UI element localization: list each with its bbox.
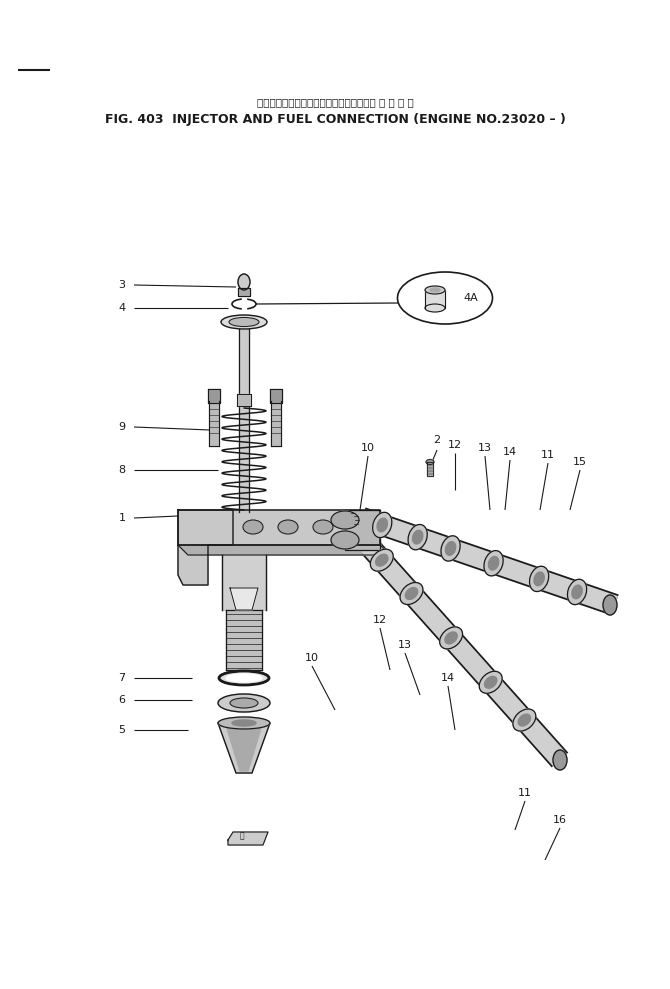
Text: 12: 12 (373, 615, 387, 625)
Ellipse shape (226, 674, 262, 682)
Ellipse shape (413, 530, 423, 544)
Bar (239, 329, 249, 512)
Ellipse shape (603, 595, 617, 615)
Text: 14: 14 (441, 673, 455, 683)
Bar (209, 401, 219, 446)
Ellipse shape (553, 750, 567, 770)
Text: 11: 11 (541, 450, 555, 460)
Text: 14: 14 (503, 447, 517, 457)
Ellipse shape (230, 698, 258, 708)
Ellipse shape (425, 304, 445, 312)
Text: 15: 15 (573, 457, 587, 467)
Ellipse shape (529, 567, 549, 591)
Bar (178, 510, 380, 545)
Ellipse shape (331, 511, 359, 529)
Text: 6: 6 (119, 695, 125, 705)
Ellipse shape (484, 551, 503, 576)
Bar (270, 389, 282, 403)
Text: 11: 11 (518, 788, 532, 798)
Text: 2: 2 (433, 435, 441, 445)
Bar (208, 389, 220, 403)
Text: 10: 10 (305, 653, 319, 663)
Ellipse shape (567, 580, 587, 604)
Ellipse shape (373, 512, 392, 538)
Ellipse shape (534, 572, 544, 585)
Polygon shape (178, 510, 233, 585)
Ellipse shape (376, 554, 388, 566)
Ellipse shape (479, 672, 502, 693)
Polygon shape (230, 588, 258, 610)
Text: 5: 5 (119, 725, 125, 735)
Ellipse shape (243, 520, 263, 534)
Ellipse shape (430, 288, 440, 292)
Polygon shape (218, 723, 270, 773)
Ellipse shape (238, 274, 250, 290)
Polygon shape (178, 545, 390, 555)
Ellipse shape (229, 317, 259, 326)
Bar (222, 555, 266, 610)
Ellipse shape (219, 671, 269, 685)
Ellipse shape (445, 632, 457, 644)
Ellipse shape (513, 709, 536, 731)
Ellipse shape (408, 524, 427, 550)
Ellipse shape (400, 583, 423, 604)
Ellipse shape (218, 694, 270, 712)
Polygon shape (228, 832, 268, 845)
Ellipse shape (218, 717, 270, 729)
Bar (345, 510, 380, 550)
Polygon shape (242, 298, 246, 310)
Ellipse shape (331, 531, 359, 549)
Bar (425, 290, 445, 308)
Text: 勝: 勝 (240, 831, 245, 840)
Text: 1: 1 (119, 513, 125, 523)
Ellipse shape (425, 286, 445, 294)
Ellipse shape (446, 542, 456, 555)
Ellipse shape (278, 520, 298, 534)
Text: 4: 4 (119, 303, 125, 313)
Text: インジェクタおよびフェルコネクション、 適 用 号 機: インジェクタおよびフェルコネクション、 適 用 号 機 (257, 97, 413, 107)
Ellipse shape (313, 520, 333, 534)
Bar (226, 610, 262, 670)
Text: 7: 7 (119, 673, 125, 683)
Text: 13: 13 (478, 443, 492, 453)
Polygon shape (226, 725, 262, 771)
Text: 16: 16 (553, 815, 567, 825)
Ellipse shape (441, 536, 460, 561)
Text: 9: 9 (119, 422, 125, 432)
Ellipse shape (518, 714, 531, 726)
Text: FIG. 403  INJECTOR AND FUEL CONNECTION (ENGINE NO.23020 – ): FIG. 403 INJECTOR AND FUEL CONNECTION (E… (105, 113, 565, 126)
Bar (271, 401, 281, 446)
Text: 4A: 4A (463, 293, 478, 303)
Text: 3: 3 (119, 280, 125, 290)
Ellipse shape (377, 518, 387, 532)
Ellipse shape (221, 315, 267, 329)
Ellipse shape (572, 585, 582, 598)
Bar (237, 394, 251, 406)
Ellipse shape (484, 676, 497, 688)
Text: 10: 10 (361, 443, 375, 453)
Text: 8: 8 (119, 465, 125, 475)
Ellipse shape (488, 557, 498, 570)
Ellipse shape (440, 627, 462, 649)
Ellipse shape (232, 720, 256, 726)
Text: 13: 13 (398, 640, 412, 650)
Bar (427, 462, 433, 476)
Text: 12: 12 (448, 440, 462, 450)
Ellipse shape (426, 460, 434, 465)
Ellipse shape (405, 587, 417, 599)
Ellipse shape (371, 549, 393, 572)
Ellipse shape (397, 272, 492, 324)
Bar (238, 288, 250, 296)
